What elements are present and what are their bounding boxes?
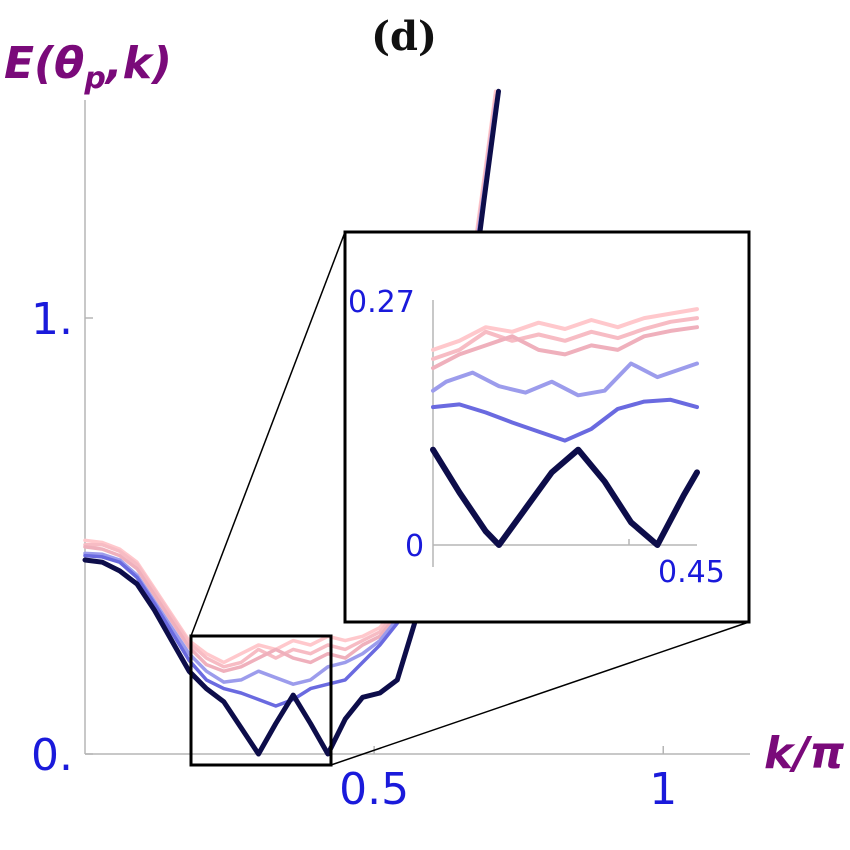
inset-series-line-2 <box>431 325 699 371</box>
inset-series-line-5 <box>430 446 700 548</box>
main-ticks: 0.5 1 0. 1. <box>31 294 677 815</box>
y-tick-label: 1. <box>31 294 73 345</box>
chart-title: (d) <box>371 13 437 60</box>
zoom-connector-top <box>190 231 346 637</box>
inset-series-line-4 <box>431 397 699 443</box>
zoom-connector-bottom <box>330 621 750 766</box>
inset-y-top-label: 0.27 <box>348 285 415 320</box>
y-axis-title-main: E(θ <box>4 38 84 89</box>
inset-series-line-3 <box>431 361 699 398</box>
inset-y-bottom-label: 0 <box>405 529 424 564</box>
y-axis-title: E(θp,k) <box>4 38 172 96</box>
x-tick-label: 0.5 <box>339 764 409 815</box>
inset-x-right-label: 0.45 <box>658 555 725 590</box>
x-axis-title: k/π <box>764 728 844 779</box>
inset-series-line-0 <box>431 307 699 352</box>
y-axis-title-tail: ,k) <box>104 38 172 89</box>
inset-series-line-1 <box>431 316 699 361</box>
zoom-region-box <box>189 634 333 767</box>
y-axis-title-subscript: p <box>83 61 105 96</box>
x-tick-label: 1 <box>649 764 677 815</box>
y-tick-label: 0. <box>31 730 73 781</box>
inset-series-group <box>430 307 700 548</box>
inset-background <box>345 232 749 622</box>
inset-frame <box>343 230 751 624</box>
